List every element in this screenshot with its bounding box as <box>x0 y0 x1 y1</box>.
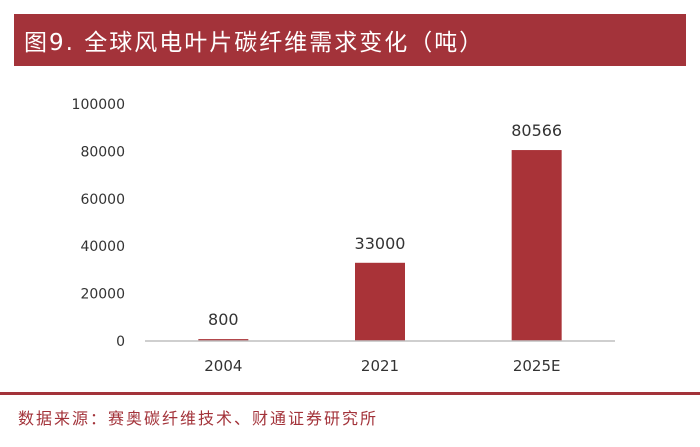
data-labels: 800 33000 80566 <box>208 121 562 329</box>
chart-title: 图9. 全球风电叶片碳纤维需求变化（吨） <box>24 30 485 56</box>
x-axis-ticks: 2004 2021 2025E <box>204 357 560 375</box>
bar-2004 <box>198 339 249 341</box>
y-tick-label: 40000 <box>80 239 125 255</box>
chart-area: 0 20000 40000 60000 80000 100000 800 33000 8056… <box>0 78 700 388</box>
bars <box>198 150 562 341</box>
bar-2025e <box>511 150 562 341</box>
x-tick-label: 2025E <box>513 357 561 375</box>
y-axis-ticks: 0 20000 40000 60000 80000 100000 <box>72 97 125 350</box>
y-tick-label: 80000 <box>80 144 125 160</box>
source-note: 数据来源：赛奥碳纤维技术、财通证券研究所 <box>18 409 379 428</box>
y-tick-label: 20000 <box>80 287 125 303</box>
data-label: 800 <box>208 310 239 329</box>
bar-chart: 0 20000 40000 60000 80000 100000 800 33000 8056… <box>72 97 615 375</box>
bar-2021 <box>355 262 405 341</box>
y-tick-label: 0 <box>116 334 125 350</box>
data-label: 80566 <box>511 121 562 140</box>
title-banner: 图9. 全球风电叶片碳纤维需求变化（吨） <box>14 14 686 66</box>
x-tick-label: 2004 <box>204 357 242 375</box>
y-tick-label: 60000 <box>80 192 125 208</box>
y-tick-label: 100000 <box>72 97 125 113</box>
footer-divider <box>0 392 700 395</box>
data-label: 33000 <box>355 234 406 253</box>
x-tick-label: 2021 <box>361 357 399 375</box>
